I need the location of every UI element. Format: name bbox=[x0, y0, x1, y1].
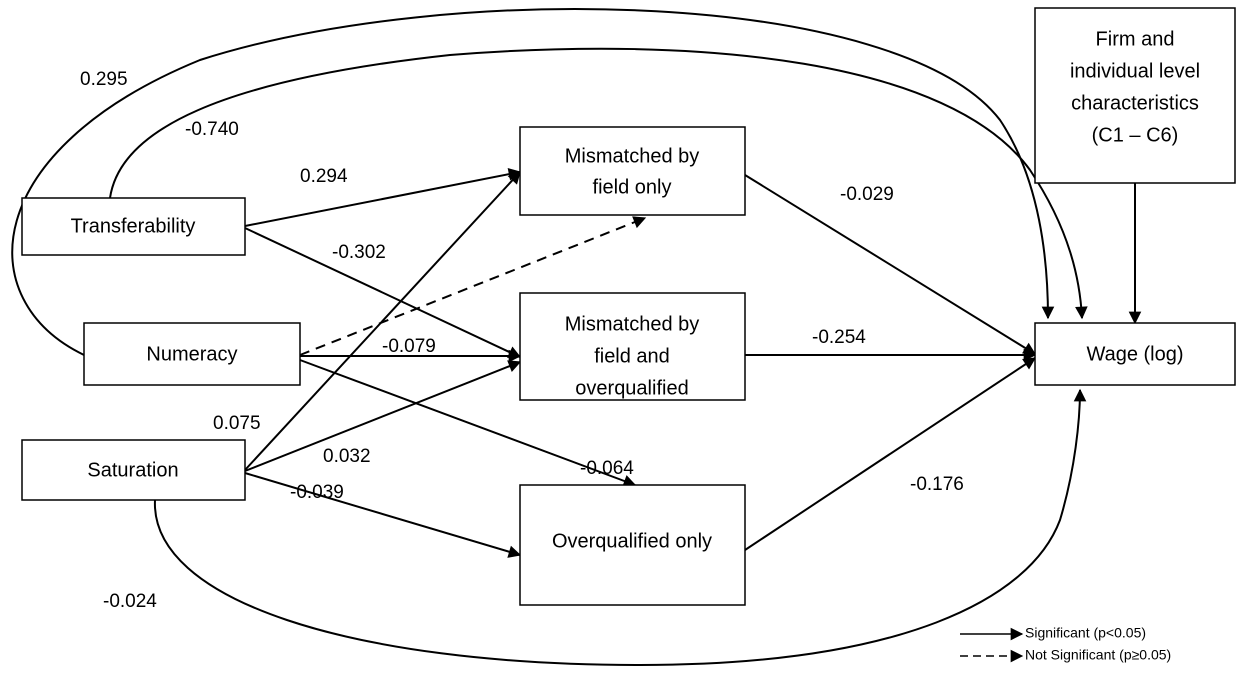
node-label: (C1 – C6) bbox=[1092, 124, 1179, 146]
node-box bbox=[21, 197, 246, 256]
node-box bbox=[1034, 7, 1236, 184]
edge bbox=[299, 359, 637, 487]
edge-curve bbox=[153, 388, 1087, 667]
node-label: Mismatched by bbox=[565, 145, 700, 167]
edge-label: -0.039 bbox=[290, 482, 344, 503]
legend-label: Significant (p<0.05) bbox=[1025, 625, 1146, 641]
edge-curve bbox=[109, 47, 1088, 320]
edge-curve bbox=[11, 8, 1055, 356]
node-label: Firm and bbox=[1096, 28, 1175, 50]
node-label: characteristics bbox=[1071, 92, 1199, 114]
edge bbox=[244, 168, 522, 227]
edge bbox=[744, 174, 1037, 355]
node-box bbox=[83, 322, 301, 386]
node-box bbox=[519, 484, 746, 606]
node-label: Wage (log) bbox=[1086, 343, 1183, 365]
edge bbox=[244, 227, 522, 358]
legend-label: Not Significant (p≥0.05) bbox=[1025, 647, 1171, 663]
node-label: Overqualified only bbox=[552, 530, 712, 552]
edge-label: 0.075 bbox=[213, 413, 261, 434]
edge bbox=[744, 357, 1037, 551]
edge-label: -0.079 bbox=[382, 336, 436, 357]
edge-label: -0.176 bbox=[910, 474, 964, 495]
edge-label: -0.029 bbox=[840, 184, 894, 205]
edge-label: 0.295 bbox=[80, 69, 128, 90]
edge-label: 0.032 bbox=[323, 446, 371, 467]
node-label: Transferability bbox=[71, 215, 196, 237]
node-label: field and bbox=[594, 345, 670, 367]
node-box bbox=[1034, 322, 1236, 386]
edge bbox=[244, 360, 522, 472]
node-label: Numeracy bbox=[146, 343, 237, 365]
node-label: individual level bbox=[1070, 60, 1200, 82]
edge bbox=[244, 472, 522, 558]
edge-label: 0.294 bbox=[300, 166, 348, 187]
node-label: Saturation bbox=[87, 459, 178, 481]
node-box bbox=[21, 439, 246, 501]
edge-label: -0.064 bbox=[580, 458, 634, 479]
node-label: field only bbox=[593, 176, 672, 198]
node-label: Mismatched by bbox=[565, 313, 700, 335]
edge-label: -0.302 bbox=[332, 242, 386, 263]
edge-label: -0.740 bbox=[185, 119, 239, 140]
node-box bbox=[519, 292, 746, 401]
edge-dashed bbox=[299, 216, 647, 356]
edge-label: -0.024 bbox=[103, 591, 157, 612]
node-label: overqualified bbox=[575, 377, 688, 399]
node-box bbox=[519, 126, 746, 216]
edge bbox=[244, 171, 521, 471]
edge-label: -0.254 bbox=[812, 327, 866, 348]
